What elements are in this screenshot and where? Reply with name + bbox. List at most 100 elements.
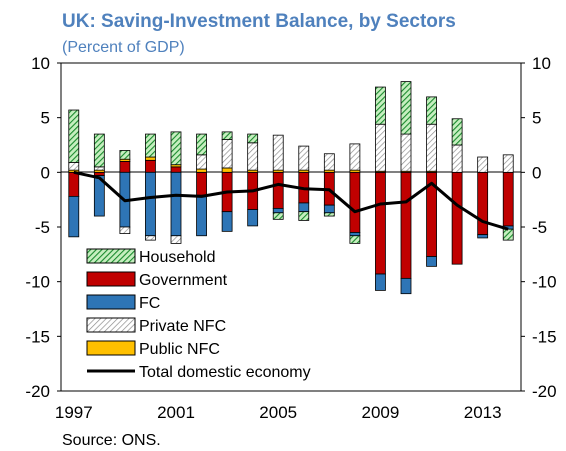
legend: Household Government FC Private NFC Publ… [86, 248, 311, 381]
bar-fc-2003 [221, 211, 233, 232]
x-tick-label: 1997 [55, 403, 93, 422]
legend-label-household: Household [139, 249, 216, 266]
bar-household-2010 [400, 81, 412, 135]
bar-household-2003 [221, 131, 233, 140]
bar-household-1998 [93, 133, 105, 168]
bar-private-nfc-2012 [451, 144, 463, 173]
bar-household-2007 [323, 212, 335, 217]
bar-fc-2005 [272, 208, 284, 214]
x-axis: 1997 2001 2005 2009 2013 [55, 403, 502, 422]
bar-government-2008 [349, 171, 361, 233]
legend-swatch-household [86, 248, 136, 264]
bar-public-nfc-2003 [221, 167, 233, 173]
y-tick-right: 5 [532, 109, 541, 128]
bar-fc-2010 [400, 277, 412, 295]
y-axis-right: 10 5 0 -5 -10 -15 -20 [521, 54, 557, 401]
y-tick-right: -5 [532, 218, 547, 237]
bar-fc-2001 [170, 171, 182, 237]
bar-private-nfc-2008 [349, 143, 361, 171]
bar-private-nfc-2002 [196, 154, 207, 170]
y-tick-left: 5 [41, 109, 50, 128]
bar-household-2001 [170, 131, 182, 166]
x-tick-label: 2001 [157, 403, 195, 422]
bar-household-2004 [247, 133, 259, 144]
bar-fc-1998 [93, 175, 105, 217]
x-tick-label: 2013 [464, 403, 502, 422]
bar-household-2011 [426, 96, 437, 125]
bar-government-2012 [451, 171, 463, 265]
y-tick-left: -15 [25, 327, 50, 346]
bar-private-nfc-1998 [93, 166, 105, 171]
bar-fc-2009 [375, 273, 386, 291]
legend-swatch-government [86, 271, 136, 287]
y-tick-left: -20 [25, 382, 50, 401]
bar-government-2001 [170, 166, 182, 173]
legend-label-private-nfc: Private NFC [139, 318, 226, 335]
bar-household-2005 [272, 212, 284, 220]
bar-fc-2008 [349, 232, 361, 237]
y-tick-right: -20 [532, 382, 557, 401]
chart-title: UK: Saving-Investment Balance, by Sector… [62, 11, 456, 32]
legend-swatch-public-nfc [86, 340, 136, 356]
bar-private-nfc-2003 [221, 139, 233, 169]
bar-household-2008 [349, 235, 361, 244]
bar-private-nfc-2005 [272, 134, 284, 171]
total-line-layer [73, 170, 509, 231]
bar-government-2010 [400, 171, 412, 279]
line-total-domestic-economy [73, 170, 509, 231]
bar-fc-2002 [196, 194, 207, 237]
bar-fc-1997 [68, 195, 80, 238]
bar-public-nfc-2002 [196, 168, 207, 173]
bar-government-2013 [477, 171, 489, 236]
bar-fc-2011 [426, 256, 437, 267]
bar-private-nfc-2013 [477, 156, 489, 173]
y-tick-right: 0 [532, 163, 541, 182]
y-tick-right: -10 [532, 273, 557, 292]
bar-private-nfc-1999 [119, 226, 131, 234]
y-tick-left: -10 [25, 273, 50, 292]
bar-household-2014 [502, 228, 514, 241]
legend-label-fc: FC [139, 295, 160, 312]
x-tick-label: 2009 [362, 403, 400, 422]
bar-private-nfc-2000 [145, 235, 156, 241]
bar-government-2014 [502, 171, 514, 227]
bar-public-nfc-2000 [145, 156, 156, 161]
bar-fc-2007 [323, 204, 335, 214]
bar-household-2002 [196, 133, 207, 156]
bar-household-2006 [298, 211, 310, 221]
legend-swatch-private-nfc [86, 317, 136, 333]
bar-household-2012 [451, 118, 463, 146]
bar-government-1998 [93, 171, 105, 177]
bar-private-nfc-1997 [68, 162, 80, 171]
bars [68, 81, 514, 295]
legend-label-public-nfc: Public NFC [139, 341, 220, 358]
bar-fc-2013 [477, 234, 489, 239]
source-note: Source: ONS. [62, 432, 161, 449]
bar-private-nfc-2009 [375, 123, 386, 172]
bar-fc-2004 [247, 209, 259, 227]
y-tick-left: 0 [41, 163, 50, 182]
bar-private-nfc-2004 [247, 142, 259, 171]
y-tick-left: -5 [35, 218, 50, 237]
chart-subtitle: (Percent of GDP) [62, 39, 185, 56]
bar-household-2000 [145, 133, 156, 158]
x-tick-label: 2005 [259, 403, 297, 422]
bar-private-nfc-2001 [170, 235, 182, 244]
bar-household-1999 [119, 150, 131, 160]
bar-private-nfc-2010 [400, 133, 412, 172]
bar-private-nfc-2011 [426, 123, 437, 172]
bar-fc-2006 [298, 202, 310, 213]
bar-government-2000 [145, 159, 156, 173]
legend-swatch-fc [86, 294, 136, 310]
bar-private-nfc-2014 [502, 154, 514, 173]
bar-household-1997 [68, 109, 80, 163]
bar-government-2002 [196, 171, 207, 196]
bar-government-2005 [272, 171, 284, 209]
bar-fc-2000 [145, 171, 156, 237]
y-tick-right: -15 [532, 327, 557, 346]
legend-label-total: Total domestic economy [139, 364, 311, 381]
bar-private-nfc-2006 [298, 145, 310, 171]
y-axis-left: 10 5 0 -5 -10 -15 -20 [25, 54, 61, 401]
bar-government-2009 [375, 171, 386, 275]
